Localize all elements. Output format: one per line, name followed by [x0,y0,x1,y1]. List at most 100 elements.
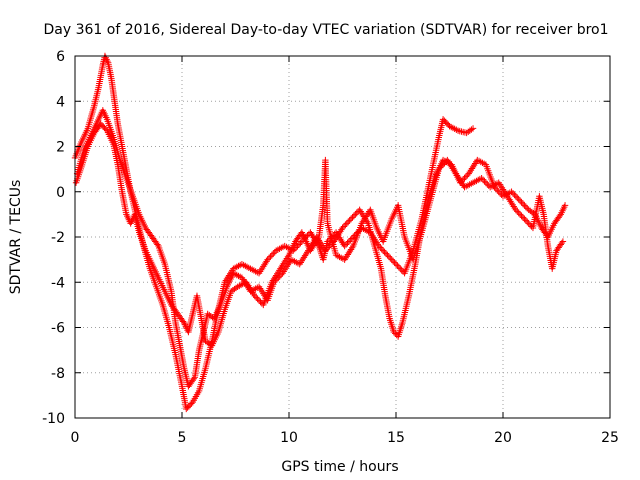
x-tick-label: 25 [601,430,619,446]
data-point [382,250,390,257]
data-point [265,254,273,262]
data-point [458,177,465,185]
data-point [527,207,534,215]
data-point [275,274,282,281]
data-point [384,251,391,259]
data-point [515,209,522,217]
data-point [188,400,195,407]
data-point [232,284,240,292]
data-point [558,239,566,247]
series-track-2 [72,120,567,349]
data-point [522,203,530,211]
data-point [518,199,525,206]
data-point [229,286,237,294]
data-point [323,245,331,253]
data-point [398,266,405,274]
data-point [272,277,279,284]
data-point [466,127,474,134]
data-point [514,194,521,201]
data-point [342,221,349,229]
data-point [264,256,271,263]
data-point [391,259,398,266]
y-tick-label: -8 [51,366,65,382]
data-point [268,251,276,259]
data-point [519,200,527,208]
data-point [270,250,277,257]
data-point [491,184,498,191]
data-point [206,311,213,319]
data-point [387,254,394,262]
data-point [496,190,504,197]
x-tick-label: 10 [280,430,298,446]
data-point [348,235,355,242]
data-point [469,125,477,132]
data-point [516,197,524,204]
data-point [388,256,395,263]
data-point [521,215,528,223]
data-point [255,297,263,304]
data-point [481,177,488,185]
data-point [464,171,471,179]
data-point [203,339,211,346]
data-point [514,208,521,215]
data-point [509,190,517,197]
data-point [385,253,393,260]
data-point [478,174,485,182]
data-point [465,128,472,135]
data-point [512,206,520,214]
data-point [521,202,528,209]
data-point [377,244,384,251]
axis-ticks: 0 5 10 15 20 25 -10 -8 -6 -4 -2 0 2 4 6 [42,49,619,446]
data-point [511,191,518,198]
data-point [273,276,281,283]
data-point [342,241,350,248]
data-point [559,238,567,245]
data-point [389,257,397,265]
data-point [276,273,283,280]
data-point [528,208,536,216]
data-point [202,337,209,345]
data-point [522,217,530,224]
data-point [379,247,387,254]
data-point [324,238,331,245]
chart-title: Day 361 of 2016, Sidereal Day-to-day VTE… [43,22,608,38]
data-point [254,295,261,303]
x-tick-label: 15 [387,430,405,446]
data-point [257,298,264,306]
plot-area [71,52,569,413]
data-point [322,247,329,254]
data-point [154,241,161,248]
data-point [381,248,388,256]
data-point [329,239,336,247]
data-point [515,196,522,203]
data-point [345,218,352,226]
data-point [350,212,358,220]
data-point [346,217,353,224]
data-point [340,223,348,230]
x-tick-label: 0 [71,430,80,446]
data-point [345,238,353,245]
data-point [252,294,260,301]
data-point [392,330,399,337]
data-point [519,214,527,221]
data-point [251,292,258,300]
data-point [277,271,285,278]
data-point [495,188,502,195]
y-tick-label: 6 [56,49,65,65]
data-point [267,253,274,260]
data-point [270,279,278,286]
data-point [395,263,403,271]
y-tick-label: -2 [51,230,65,246]
data-point [468,126,475,133]
y-tick-label: -4 [51,275,65,291]
y-axis-title: SDTVAR / TECUs [8,180,24,295]
series-track-1 [71,52,477,413]
data-point [390,328,398,336]
y-tick-label: 4 [56,94,65,110]
data-point [394,262,401,269]
data-point [479,176,487,183]
data-point [518,212,525,220]
data-point [295,241,303,248]
data-point [228,288,235,295]
